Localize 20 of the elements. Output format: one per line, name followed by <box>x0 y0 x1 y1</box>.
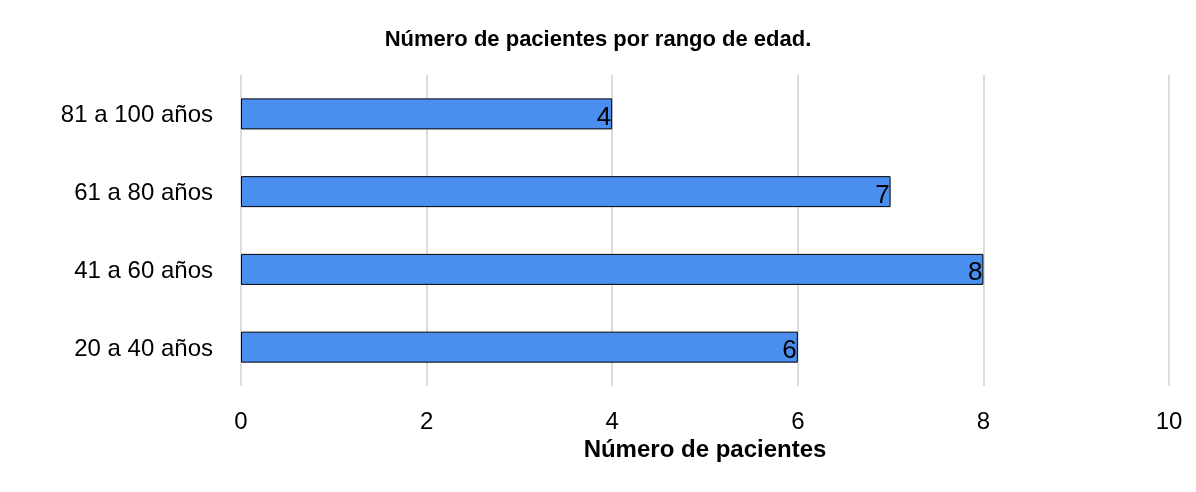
x-tick-label: 6 <box>791 406 805 434</box>
y-tick-label: 41 a 60 años <box>74 255 213 283</box>
x-axis-title: Número de pacientes <box>583 435 827 463</box>
y-tick-label: 81 a 100 años <box>60 100 213 128</box>
x-tick-label: 4 <box>605 406 619 434</box>
bar <box>241 331 798 363</box>
y-tick-label: 61 a 80 años <box>74 178 213 206</box>
data-label: 7 <box>875 178 890 209</box>
data-label: 6 <box>782 334 797 365</box>
bar <box>241 253 984 285</box>
chart-title: Número de pacientes por rango de edad. <box>384 25 812 51</box>
x-tick-label: 8 <box>976 406 991 434</box>
y-tick-label: 20 a 40 años <box>74 333 213 361</box>
x-tick-label: 2 <box>419 406 434 434</box>
x-tick-label: 10 <box>1155 406 1183 434</box>
x-tick-label: 0 <box>234 406 248 434</box>
bar <box>241 98 613 130</box>
bar <box>241 176 891 208</box>
data-label: 8 <box>967 256 983 287</box>
data-label: 4 <box>596 100 612 131</box>
